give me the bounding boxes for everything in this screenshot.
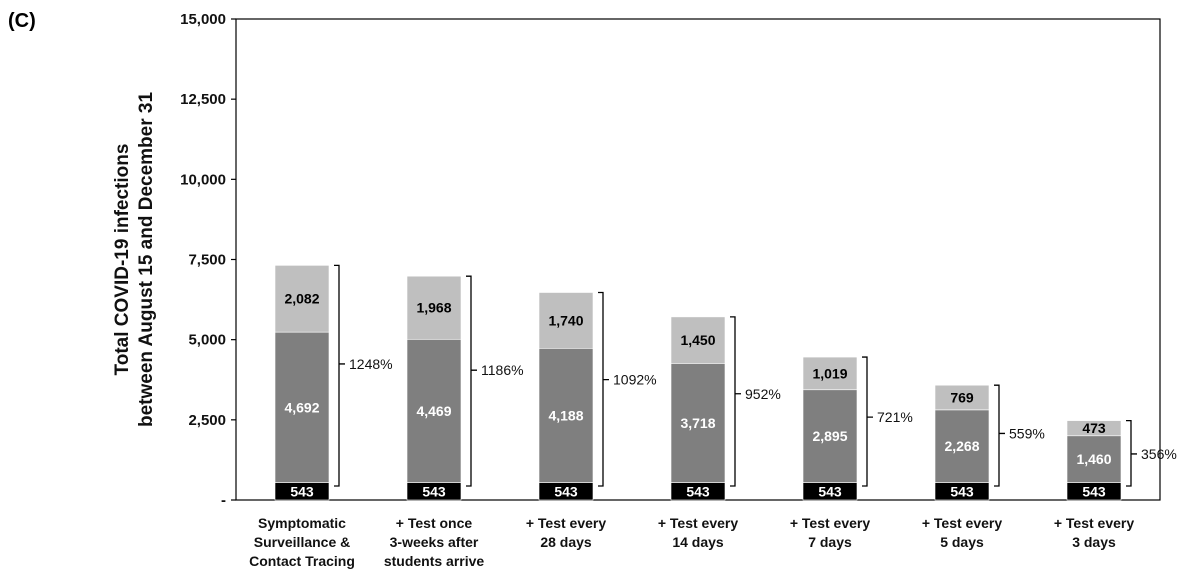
data-label: 473 [1082, 420, 1106, 436]
y-tick-label: 12,500 [180, 91, 226, 108]
bar-segment [274, 265, 330, 333]
bracket-label: 559% [1009, 425, 1045, 441]
data-label: 4,692 [284, 399, 319, 415]
bar-segment [934, 409, 990, 483]
bracket [862, 356, 873, 487]
data-label: 3,718 [680, 415, 715, 431]
bar-stack: 543 3,718 1,450 [670, 316, 726, 501]
data-label: 543 [950, 483, 974, 499]
bar-segment [538, 292, 594, 349]
data-label: 769 [950, 390, 974, 406]
x-tick-label: 14 days [672, 534, 724, 550]
data-label: 1,450 [680, 332, 715, 348]
y-tick-label: 5,000 [188, 332, 226, 349]
bracket-label: 1092% [613, 372, 657, 388]
x-tick-label: 3 days [1072, 534, 1116, 550]
y-tick-label: 15,000 [180, 11, 226, 28]
bar-segment [406, 275, 462, 340]
bar-stack: 543 4,692 2,082 [274, 265, 330, 501]
y-axis-label: Total COVID-19 infections between August … [112, 92, 157, 428]
bar-stack: 543 4,469 1,968 [406, 275, 462, 501]
data-label: 4,188 [548, 407, 583, 423]
data-label: 1,740 [548, 312, 583, 328]
x-tick-label: 5 days [940, 534, 984, 550]
bar-segment [802, 356, 858, 391]
x-tick-label: + Test every [1054, 515, 1135, 531]
y-tick-label: 7,500 [188, 252, 226, 269]
bar-segment [1066, 435, 1122, 483]
bar-stack: 543 1,460 473 [1066, 420, 1122, 501]
x-tick-label: Symptomatic [258, 515, 346, 531]
data-label: 2,082 [284, 291, 319, 307]
panel-label: (C) [8, 10, 36, 32]
bracket-label: 952% [745, 386, 781, 402]
x-tick-label: Contact Tracing [249, 553, 355, 569]
brackets: 1248% 1186% 1092% 952% 721% 559% 356% [334, 264, 1177, 487]
data-label: 543 [686, 483, 710, 499]
y-axis-label-line: between August 15 and December 31 [136, 92, 157, 428]
data-label: 2,268 [944, 438, 979, 454]
bracket [730, 316, 741, 487]
bar-segment [670, 363, 726, 483]
data-label: 2,895 [812, 428, 847, 444]
bar-segment [406, 338, 462, 483]
bar-stack: 543 2,895 1,019 [802, 356, 858, 501]
x-tick-label: Surveillance & [254, 534, 351, 550]
bar-segment [934, 384, 990, 411]
x-tick-label: + Test every [526, 515, 607, 531]
x-tick-label: + Test every [658, 515, 739, 531]
data-label: 543 [422, 483, 446, 499]
x-tick-label: 28 days [540, 534, 592, 550]
bar-segment [538, 347, 594, 483]
bracket-label: 721% [877, 409, 913, 425]
bracket-label: 356% [1141, 446, 1177, 462]
data-label: 4,469 [416, 403, 451, 419]
data-label: 543 [554, 483, 578, 499]
bracket [1126, 419, 1137, 487]
bar-segment [670, 316, 726, 364]
x-tick-label: + Test every [790, 515, 871, 531]
y-tick-label: 2,500 [188, 412, 226, 429]
y-tick-label: 10,000 [180, 171, 226, 188]
data-label: 1,460 [1076, 451, 1111, 467]
data-label: 543 [290, 483, 314, 499]
x-tick-label: 7 days [808, 534, 852, 550]
data-label: 543 [1082, 483, 1106, 499]
bar-segment [802, 389, 858, 483]
x-tick-labels: Symptomatic Surveillance & Contact Tracing… [249, 515, 1134, 569]
bracket [994, 384, 1005, 487]
bracket-label: 1248% [349, 356, 393, 372]
bracket-label: 1186% [481, 362, 524, 378]
bracket [598, 291, 609, 487]
x-tick-label: + Test once [396, 515, 473, 531]
y-tick-labels: - 2,500 5,000 7,500 10,000 12,500 15,000 [180, 11, 226, 509]
bracket [334, 264, 345, 487]
bar-stack: 543 4,188 1,740 [538, 292, 594, 501]
bar-stack: 543 2,268 769 [934, 384, 990, 501]
x-tick-label: 3-weeks after [390, 534, 479, 550]
x-tick-label: + Test every [922, 515, 1003, 531]
bracket [466, 275, 477, 487]
data-label: 543 [818, 483, 842, 499]
x-tick-label: students arrive [384, 553, 485, 569]
data-label: 1,968 [416, 300, 451, 316]
bar-segment [274, 331, 330, 483]
bar-segment [1066, 420, 1122, 437]
data-label: 1,019 [812, 365, 847, 381]
y-tick-label: - [221, 492, 226, 509]
bars: 5434,6922,0825434,4691,9685434,1881,7405… [274, 265, 1122, 501]
y-axis-label-line: Total COVID-19 infections [112, 144, 133, 376]
